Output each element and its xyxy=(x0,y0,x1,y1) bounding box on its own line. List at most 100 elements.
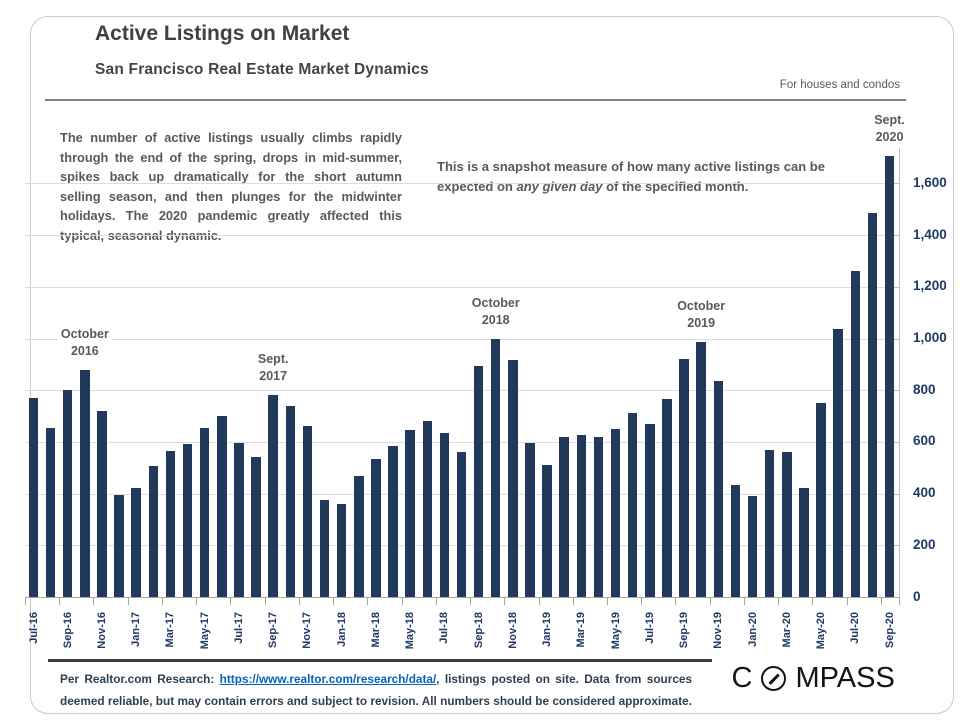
bar-Mar-18 xyxy=(371,458,381,597)
y-axis-tick xyxy=(893,235,900,237)
x-axis-label: Jan-17 xyxy=(130,612,143,647)
x-axis-label: Jul-16 xyxy=(27,612,40,644)
bar-Mar-17 xyxy=(165,450,176,597)
bar-Apr-19 xyxy=(593,436,604,597)
page-subtitle: San Francisco Real Estate Market Dynamic… xyxy=(95,61,429,78)
bar-Apr-20 xyxy=(799,488,809,597)
bar-Oct-19 xyxy=(696,342,706,597)
x-axis-tick xyxy=(709,598,711,605)
y-axis-tick xyxy=(893,493,900,495)
compass-logo: C MPASS xyxy=(727,662,899,695)
compass-needle-icon xyxy=(761,666,787,691)
bar-Aug-19 xyxy=(662,399,672,597)
realtor-research-link[interactable]: https://www.realtor.com/research/data/ xyxy=(219,672,437,686)
bar-Jun-20 xyxy=(833,329,843,597)
x-axis-label: May-18 xyxy=(404,612,417,650)
x-axis-label: Mar-20 xyxy=(780,612,793,648)
source-citation: Per Realtor.com Research: https://www.re… xyxy=(60,668,692,712)
y-axis-line xyxy=(899,148,900,598)
x-axis-tick xyxy=(230,598,232,605)
x-axis-label: Mar-17 xyxy=(164,612,177,648)
x-axis-label: Jan-18 xyxy=(335,612,348,647)
x-axis-tick xyxy=(572,598,574,605)
x-axis-tick xyxy=(846,598,848,605)
bar-May-20 xyxy=(816,403,826,597)
x-axis-label: May-17 xyxy=(198,612,211,650)
x-axis-label: Jul-17 xyxy=(232,612,245,644)
bar-Sep-17 xyxy=(268,395,278,597)
annotation-Oct-19: October 2019 xyxy=(674,298,729,333)
compass-logo-text-pre: C xyxy=(731,662,753,694)
bar-Jul-18 xyxy=(439,432,450,597)
bar-Nov-18 xyxy=(508,360,518,597)
bar-Apr-17 xyxy=(182,444,193,597)
bar-Nov-16 xyxy=(97,410,107,597)
bar-Jun-17 xyxy=(217,416,227,597)
bar-Jan-19 xyxy=(542,465,552,597)
bar-Jun-18 xyxy=(422,421,432,597)
y-axis-label: 200 xyxy=(913,536,936,552)
gridline-1000 xyxy=(25,338,899,340)
annotation-Oct-16: October 2016 xyxy=(57,325,112,360)
x-axis-label: Jan-20 xyxy=(746,612,759,647)
bar-Dec-16 xyxy=(114,494,124,597)
x-axis-label: Mar-19 xyxy=(575,612,588,648)
bar-Jun-19 xyxy=(627,413,638,597)
x-axis-tick xyxy=(333,598,335,605)
bar-Nov-19 xyxy=(713,381,724,597)
gridline-800 xyxy=(25,390,899,392)
x-axis-tick xyxy=(127,598,129,605)
x-axis-tick xyxy=(435,598,437,605)
x-axis-label: Nov-19 xyxy=(712,612,725,649)
bar-Jul-19 xyxy=(645,423,655,597)
x-axis-label: Sep-19 xyxy=(678,612,691,649)
bar-May-18 xyxy=(405,430,415,597)
x-axis-tick xyxy=(401,598,403,605)
y-axis-tick xyxy=(893,286,900,288)
scope-note: For houses and condos xyxy=(779,79,900,91)
gridline-600 xyxy=(25,441,899,443)
bar-Dec-17 xyxy=(319,500,330,597)
x-axis-label: Sep-17 xyxy=(267,612,280,649)
bar-Oct-18 xyxy=(490,338,501,597)
citation-suffix: , listings posted on site. Data from sou… xyxy=(60,672,693,708)
y-axis-label: 800 xyxy=(913,381,936,397)
bar-Aug-18 xyxy=(456,452,467,597)
annotation-Sep-17: Sept. 2017 xyxy=(254,351,292,386)
bar-Sep-18 xyxy=(473,365,484,597)
x-axis-tick xyxy=(880,598,882,605)
x-axis-tick xyxy=(606,598,608,605)
bar-Oct-16 xyxy=(80,369,90,597)
x-axis-label: Sep-16 xyxy=(61,612,74,649)
x-axis-label: Nov-17 xyxy=(301,612,314,649)
bar-Dec-19 xyxy=(730,484,741,597)
gridline-1200 xyxy=(25,286,899,288)
x-axis-tick xyxy=(196,598,198,605)
page-title: Active Listings on Market xyxy=(95,22,350,45)
compass-logo-text-post: MPASS xyxy=(795,662,895,694)
bar-Jul-17 xyxy=(234,443,244,597)
commentary-right-text: This is a snapshot measure of how many a… xyxy=(437,159,825,194)
x-axis-tick xyxy=(812,598,814,605)
x-axis-label: May-19 xyxy=(609,612,622,650)
annotation-Sep-20: Sept. 2020 xyxy=(871,112,908,147)
commentary-right-italic: any given day xyxy=(516,178,603,194)
bar-Aug-20 xyxy=(867,213,878,597)
bar-Jul-16 xyxy=(28,397,39,597)
y-axis-tick xyxy=(893,441,900,443)
gridline-1400 xyxy=(25,235,899,237)
x-axis-tick xyxy=(264,598,266,605)
x-axis-tick xyxy=(24,598,26,605)
page-border xyxy=(30,16,954,714)
x-axis-label: Nov-16 xyxy=(95,612,108,649)
x-axis-label: May-20 xyxy=(815,612,828,650)
x-axis-label: Mar-18 xyxy=(369,612,382,648)
citation-prefix: Per Realtor.com Research: xyxy=(60,672,220,686)
x-axis-tick xyxy=(743,598,745,605)
bar-Jul-20 xyxy=(850,271,860,597)
y-axis-tick xyxy=(893,338,900,340)
y-axis-tick xyxy=(893,545,900,547)
y-axis-label: 0 xyxy=(913,588,921,604)
y-axis-tick xyxy=(893,390,900,392)
bar-Feb-17 xyxy=(148,466,159,597)
